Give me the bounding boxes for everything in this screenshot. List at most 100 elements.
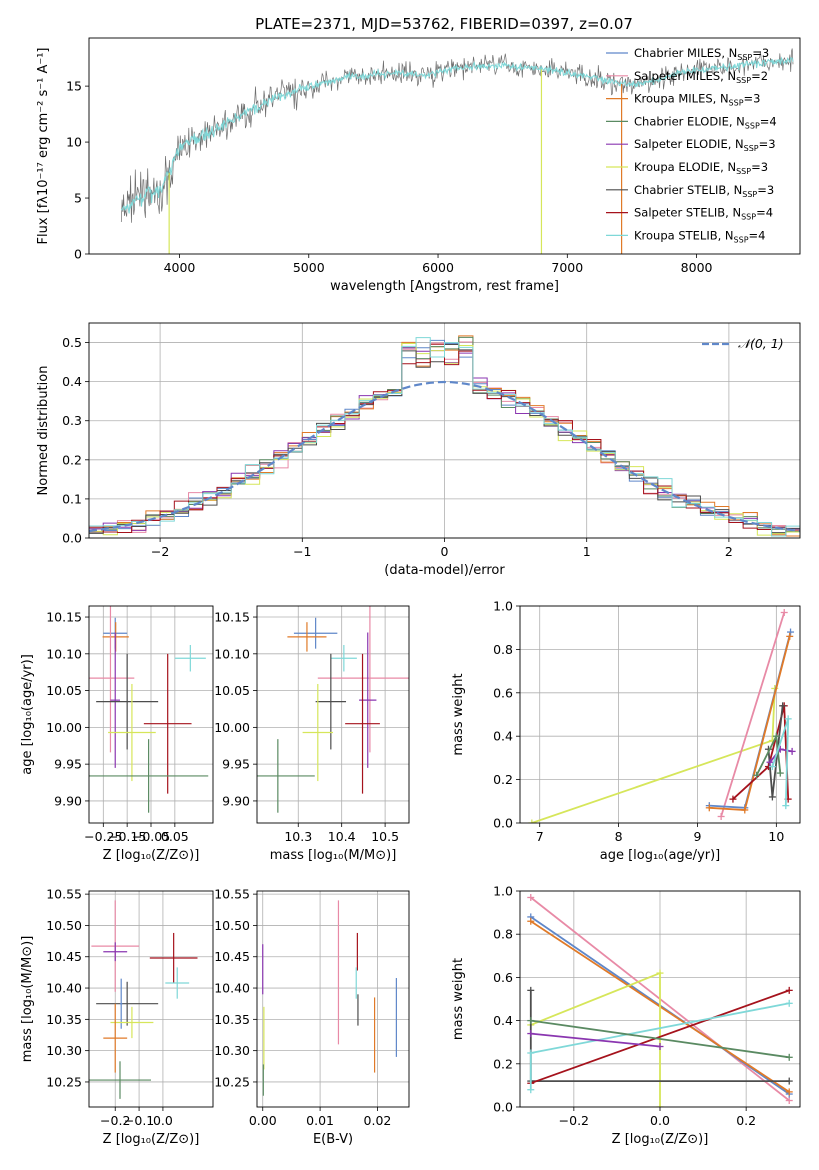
series-line <box>709 631 792 809</box>
x-tick-label: 0.00 <box>249 1113 277 1128</box>
y-tick-label: 9.90 <box>54 793 82 808</box>
legend-entry: 𝒩(0, 1) <box>738 336 784 351</box>
y-tick-label: 10.25 <box>46 1074 82 1089</box>
x-tick-label: 0.0 <box>153 1113 173 1128</box>
figure-title: PLATE=2371, MJD=53762, FIBERID=0397, z=0… <box>255 15 633 33</box>
axes-frame <box>256 605 410 824</box>
mass-vs-EBV-panel: 0.00 0.01 0.02 10.25 10.30 10.35 10.40 10.45 10.… <box>214 887 410 1147</box>
normal-reference-curve <box>89 380 800 533</box>
x-tick-label: 0.2 <box>736 1113 756 1128</box>
y-axis-label: mass weight <box>451 673 466 755</box>
y-tick-label: 0.4 <box>62 374 82 389</box>
y-tick-label: 0.8 <box>493 642 513 657</box>
series-marker <box>527 1017 535 1025</box>
y-tick-label: 9.90 <box>222 793 250 808</box>
y-tick-label: 10.30 <box>214 1043 250 1058</box>
y-tick-label: 0 <box>74 247 82 262</box>
x-axis-label: Z [log₁₀(Z/Z⊙)] <box>103 848 200 863</box>
y-axis-label: Normed distribution <box>36 366 51 496</box>
spectrum-legend: Chabrier MILES, NSSP=3 Salpeter MILES, NS… <box>606 46 777 244</box>
series-marker <box>729 795 737 803</box>
y-tick-label: 10.40 <box>46 981 82 996</box>
series-marker <box>656 969 664 977</box>
legend-entry: Chabrier ELODIE, NSSP=4 <box>634 114 777 130</box>
axes-frame <box>519 890 801 1108</box>
series-marker <box>656 1043 664 1051</box>
spectrum-panel: 4000 5000 6000 7000 8000 0 5 10 15 wavelength [An… <box>36 37 801 294</box>
series-marker <box>768 763 776 771</box>
y-tick-label: 10.55 <box>46 887 82 902</box>
axes-frame <box>88 322 801 539</box>
age-vs-Z-panel: −0.25−0.15−0.050.05 9.90 9.95 10.00 10.05 10.… <box>20 605 214 863</box>
series-marker <box>741 806 749 814</box>
x-tick-label: 9 <box>693 829 701 844</box>
x-tick-label: −0.1 <box>124 1113 154 1128</box>
y-tick-label: 0.4 <box>493 729 513 744</box>
x-tick-label: 0 <box>441 544 449 559</box>
legend-entry: Kroupa STELIB, NSSP=4 <box>634 228 765 244</box>
y-tick-label: 10.25 <box>214 1074 250 1089</box>
series-marker <box>527 986 535 994</box>
series-marker <box>785 1077 793 1085</box>
y-tick-label: 10.40 <box>214 981 250 996</box>
x-tick-label: 1 <box>583 544 591 559</box>
x-tick-label: 2 <box>725 544 733 559</box>
series-marker <box>527 893 535 901</box>
y-tick-label: 10.35 <box>46 1012 82 1027</box>
x-axis-label: age [log₁₀(age/yr)] <box>600 848 721 863</box>
series-marker <box>785 986 793 994</box>
x-tick-label: −2 <box>151 544 169 559</box>
y-tick-label: 0.3 <box>62 413 82 428</box>
y-tick-label: 10.45 <box>214 949 250 964</box>
age-vs-mass-marks <box>257 606 409 813</box>
y-tick-label: 1.0 <box>493 599 513 614</box>
y-tick-label: 10.05 <box>46 683 82 698</box>
x-tick-label: 6000 <box>422 260 454 275</box>
y-tick-label: 10.55 <box>214 887 250 902</box>
y-tick-label: 0.6 <box>493 970 513 985</box>
y-tick-label: 10.35 <box>214 1012 250 1027</box>
x-tick-label: 4000 <box>164 260 196 275</box>
y-tick-label: 0.2 <box>62 452 82 467</box>
series-marker <box>527 1086 535 1094</box>
x-tick-label: 10.3 <box>284 829 312 844</box>
residual-histogram-marks <box>89 335 800 538</box>
x-tick-label: 5000 <box>293 260 325 275</box>
x-tick-label: 7 <box>536 829 544 844</box>
y-tick-label: 10.15 <box>214 610 250 625</box>
series-marker <box>705 804 713 812</box>
y-tick-label: 10.10 <box>46 646 82 661</box>
x-tick-label: −0.2 <box>100 1113 130 1128</box>
massweight-vs-age-marks <box>528 609 796 823</box>
y-axis-label: age [log₁₀(age/yr)] <box>20 654 35 775</box>
y-tick-label: 0.0 <box>62 531 82 546</box>
y-tick-label: 0.0 <box>493 1100 513 1115</box>
x-axis-label: (data-model)/error <box>384 563 505 578</box>
spectrum-marks <box>120 48 794 254</box>
y-tick-label: 10.00 <box>214 720 250 735</box>
spectrum-data-line <box>120 48 794 223</box>
y-tick-label: 1.0 <box>493 884 513 899</box>
y-tick-label: 10.50 <box>46 918 82 933</box>
series-marker <box>766 758 774 766</box>
x-tick-label: 8 <box>615 829 623 844</box>
massweight-vs-Z-panel: −0.2 0.0 0.2 0.0 0.2 0.4 0.6 0.8 1.0 Z [log₁₀(Z/Z… <box>451 884 801 1147</box>
age-vs-Z-marks <box>89 606 209 813</box>
y-tick-label: 0.2 <box>493 1056 513 1071</box>
series-marker <box>717 812 725 820</box>
axes-frame <box>88 605 214 824</box>
y-tick-label: 0.1 <box>62 491 82 506</box>
x-tick-label: −0.05 <box>132 829 170 844</box>
legend-entry: Chabrier MILES, NSSP=3 <box>634 46 769 62</box>
legend-entry: Salpeter MILES, NSSP=2 <box>634 69 768 85</box>
series-marker <box>785 1088 793 1096</box>
series-marker <box>788 747 796 755</box>
axes-frame <box>88 37 801 255</box>
y-tick-label: 10 <box>66 135 82 150</box>
massweight-vs-age-panel: 7 8 9 10 0.0 0.2 0.4 0.6 0.8 1.0 age [log₁₀(age/yr… <box>451 599 801 863</box>
massweight-vs-Z-marks <box>527 893 793 1107</box>
y-tick-label: 10.05 <box>214 683 250 698</box>
axes-frame <box>519 605 801 824</box>
